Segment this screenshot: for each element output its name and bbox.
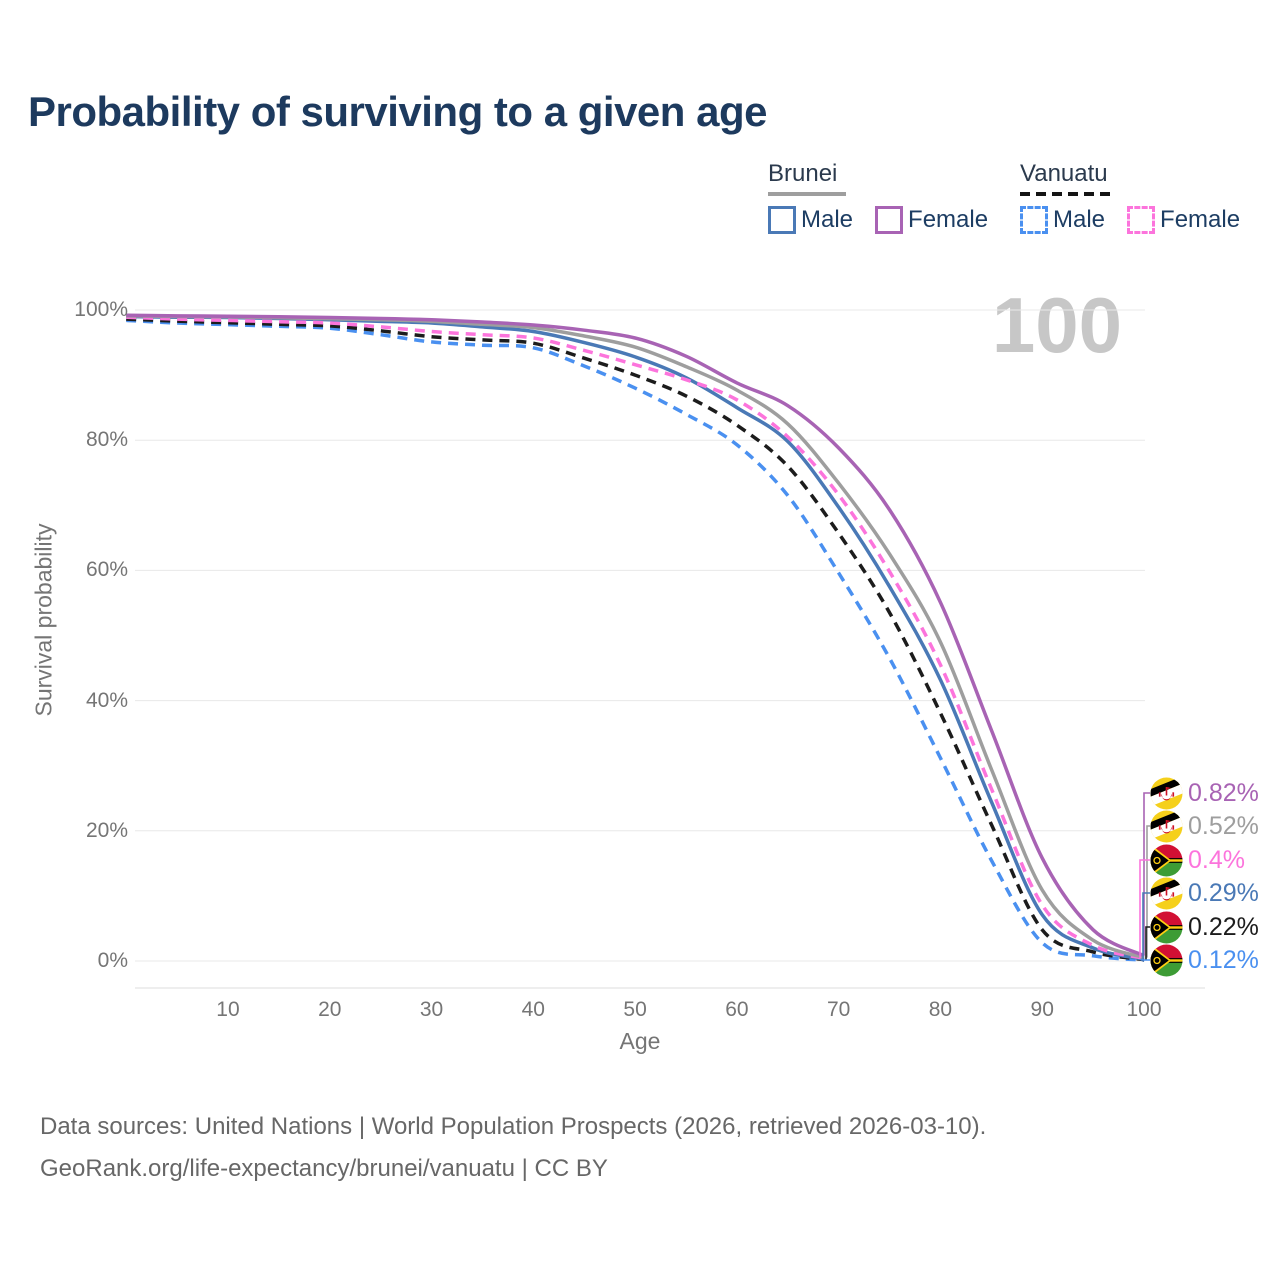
- end-label-row-vanuatu-female: 0.4%: [1150, 843, 1245, 877]
- legend-group-vanuatu: Vanuatu Male Female: [1020, 160, 1240, 234]
- end-label-value-brunei-female: 0.82%: [1188, 778, 1259, 807]
- x-tick-label-50: 50: [623, 998, 647, 1021]
- brunei-solid-line-sample: [768, 192, 846, 196]
- x-axis-title: Age: [619, 1028, 661, 1054]
- end-label-value-vanuatu-male: 0.12%: [1188, 945, 1259, 974]
- end-label-connector-vanuatu: [1145, 926, 1150, 960]
- x-tick-label-70: 70: [826, 998, 851, 1021]
- legend-item-brunei-female[interactable]: Female: [875, 206, 988, 234]
- end-label-row-vanuatu: 0.22%: [1150, 910, 1259, 944]
- legend-item-vanuatu-female[interactable]: Female: [1127, 206, 1240, 234]
- x-tick-label-30: 30: [419, 998, 444, 1021]
- end-label-value-vanuatu: 0.22%: [1188, 912, 1259, 941]
- end-label-row-brunei: 0.52%: [1150, 809, 1259, 843]
- legend-country-vanuatu: Vanuatu: [1020, 160, 1108, 187]
- x-tick-label-60: 60: [725, 998, 749, 1021]
- vanuatu-flag-icon: [1150, 844, 1183, 876]
- curve-brunei-female[interactable]: [126, 313, 1145, 958]
- brunei-flag-icon: [1150, 810, 1183, 842]
- y-tick-label-60%: 60%: [85, 558, 128, 582]
- end-label-value-brunei: 0.52%: [1188, 811, 1259, 840]
- page-title: Probability of surviving to a given age: [28, 88, 767, 135]
- end-label-row-brunei-female: 0.82%: [1150, 776, 1259, 810]
- end-label-connector-vanuatu-female: [1139, 859, 1150, 959]
- x-tick-label-80: 80: [928, 998, 953, 1021]
- y-axis-title: Survival probability: [30, 523, 57, 717]
- y-tick-label-20%: 20%: [85, 818, 128, 842]
- legend-country-brunei: Brunei: [768, 160, 838, 187]
- footer-url: GeoRank.org/life-expectancy/brunei/vanua…: [40, 1155, 608, 1182]
- brunei-female-swatch[interactable]: [875, 206, 904, 234]
- x-tick-label-20: 20: [318, 998, 342, 1021]
- end-label-value-brunei-male: 0.29%: [1188, 878, 1259, 907]
- vanuatu-female-swatch[interactable]: [1127, 206, 1156, 234]
- x-tick-label-90: 90: [1030, 998, 1054, 1021]
- vanuatu-female-label: Female: [1160, 206, 1241, 233]
- end-label-value-vanuatu-female: 0.4%: [1188, 845, 1245, 874]
- brunei-flag-icon: [1150, 877, 1183, 909]
- brunei-flag-icon: [1150, 777, 1183, 809]
- legend-item-vanuatu-male[interactable]: Male: [1020, 206, 1105, 234]
- legend-item-brunei-male[interactable]: Male: [768, 206, 853, 234]
- brunei-male-swatch[interactable]: [768, 206, 796, 234]
- curve-vanuatu[interactable]: [126, 317, 1145, 962]
- brunei-female-label: Female: [908, 206, 989, 233]
- vanuatu-dashed-line-sample: [1020, 192, 1116, 196]
- y-tick-label-0%: 0%: [97, 949, 128, 972]
- vanuatu-male-label: Male: [1053, 206, 1106, 233]
- curve-vanuatu-female[interactable]: [126, 315, 1145, 961]
- y-tick-label-40%: 40%: [85, 688, 128, 712]
- curve-vanuatu-male[interactable]: [126, 318, 1145, 962]
- footer: Data sources: United Nations | World Pop…: [40, 1106, 986, 1190]
- y-tick-label-80%: 80%: [85, 428, 128, 452]
- footer-source: Data sources: United Nations | World Pop…: [40, 1113, 987, 1140]
- vanuatu-flag-icon: [1150, 944, 1183, 976]
- brunei-male-label: Male: [801, 206, 854, 233]
- vanuatu-flag-icon: [1150, 911, 1183, 943]
- end-label-connector-brunei-male: [1142, 892, 1150, 960]
- legend-group-brunei: Brunei Male Female: [768, 160, 988, 234]
- end-label-connector-brunei-female: [1143, 792, 1150, 956]
- end-label-connector-brunei: [1146, 825, 1150, 958]
- age-watermark: 100: [991, 281, 1122, 369]
- x-tick-label-100: 100: [1126, 998, 1162, 1021]
- x-tick-label-40: 40: [521, 998, 545, 1021]
- x-tick-label-10: 10: [216, 998, 240, 1021]
- end-label-row-vanuatu-male: 0.12%: [1150, 943, 1259, 977]
- y-tick-label-100%: 100%: [74, 298, 128, 321]
- vanuatu-male-swatch[interactable]: [1020, 206, 1048, 234]
- end-label-row-brunei-male: 0.29%: [1150, 876, 1259, 910]
